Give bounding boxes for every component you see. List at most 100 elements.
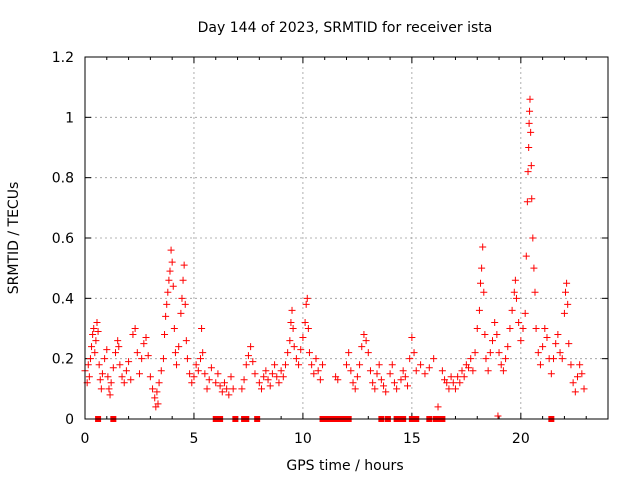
data-point	[133, 349, 141, 357]
data-point	[288, 306, 296, 314]
data-point	[95, 361, 103, 369]
data-point	[564, 300, 572, 308]
data-point	[107, 379, 115, 387]
data-point	[504, 343, 512, 351]
data-point	[536, 361, 544, 369]
data-point	[529, 234, 537, 242]
data-point	[106, 391, 114, 399]
y-tick-label: 0.4	[52, 291, 74, 307]
data-point	[482, 355, 490, 363]
data-point	[266, 382, 274, 390]
data-point	[168, 258, 176, 266]
data-point	[410, 349, 418, 357]
data-point	[382, 388, 390, 396]
data-point	[521, 309, 529, 317]
data-point	[287, 318, 295, 326]
data-point	[240, 376, 248, 384]
data-point	[154, 400, 162, 408]
grid-lines	[85, 57, 608, 419]
data-point	[96, 376, 104, 384]
data-point	[334, 376, 342, 384]
data-point	[170, 325, 178, 332]
data-point	[171, 349, 179, 357]
data-point	[249, 358, 257, 366]
y-tick-label: 1	[65, 110, 74, 126]
data-point	[127, 376, 135, 384]
data-point	[310, 370, 318, 378]
data-point	[178, 294, 186, 302]
chart-title: Day 144 of 2023, SRMTID for receiver ist…	[198, 20, 493, 36]
y-tick-label: 0.2	[52, 352, 74, 368]
data-point	[473, 325, 481, 332]
data-point	[438, 367, 446, 375]
data-point	[97, 385, 105, 393]
data-point	[271, 361, 279, 369]
data-point	[347, 367, 355, 375]
data-point	[445, 385, 453, 393]
y-tick-label: 0.6	[52, 231, 74, 247]
data-point	[91, 349, 99, 357]
data-point	[345, 349, 353, 357]
data-point	[262, 367, 270, 375]
data-point	[140, 340, 148, 348]
data-point	[356, 361, 364, 369]
data-point	[527, 162, 535, 170]
data-point	[207, 364, 215, 372]
data-point	[114, 337, 122, 345]
data-point	[289, 325, 297, 332]
y-tick-label: 0.8	[52, 171, 74, 187]
data-point	[541, 325, 549, 332]
data-point	[351, 385, 359, 393]
data-point	[524, 168, 532, 176]
data-point	[308, 361, 316, 369]
data-point	[404, 382, 412, 390]
data-point	[292, 355, 300, 363]
data-point	[527, 128, 535, 136]
data-point	[186, 370, 194, 378]
data-point	[460, 373, 468, 381]
data-point	[525, 119, 533, 127]
data-point	[101, 355, 109, 363]
data-point	[98, 370, 106, 378]
data-point	[93, 318, 101, 326]
data-point	[519, 325, 527, 332]
data-point	[201, 370, 209, 378]
data-point	[303, 294, 311, 302]
data-point	[255, 379, 263, 387]
data-point	[526, 107, 534, 115]
data-point	[203, 385, 211, 393]
data-point	[375, 361, 383, 369]
data-point	[571, 388, 579, 396]
data-point	[242, 361, 250, 369]
data-point	[167, 246, 175, 254]
data-point	[115, 343, 123, 351]
data-point	[85, 373, 93, 381]
data-point	[454, 373, 462, 381]
x-tick-label: 20	[512, 431, 530, 447]
data-point	[169, 282, 177, 290]
data-point	[151, 394, 159, 402]
data-point	[118, 373, 126, 381]
data-point	[512, 294, 520, 302]
data-point	[192, 361, 200, 369]
data-point	[103, 346, 111, 354]
data-point	[268, 370, 276, 378]
data-point	[165, 276, 173, 284]
data-point	[279, 373, 287, 381]
data-point	[388, 361, 396, 369]
data-point	[314, 367, 322, 375]
data-point	[183, 355, 191, 363]
data-point	[486, 349, 494, 357]
data-point	[412, 367, 420, 375]
data-point	[120, 379, 128, 387]
data-point	[196, 355, 204, 363]
data-point	[543, 334, 551, 342]
data-point	[467, 355, 475, 363]
y-axis: 0 0.2 0.4 0.6 0.8 1 1.2	[52, 50, 608, 428]
x-axis: 0 5 10 15 20	[81, 57, 587, 447]
y-axis-label: SRMTID / TECUs	[6, 182, 22, 295]
data-point	[277, 367, 285, 375]
data-point	[94, 328, 102, 336]
data-point	[295, 361, 303, 369]
data-point	[465, 364, 473, 372]
